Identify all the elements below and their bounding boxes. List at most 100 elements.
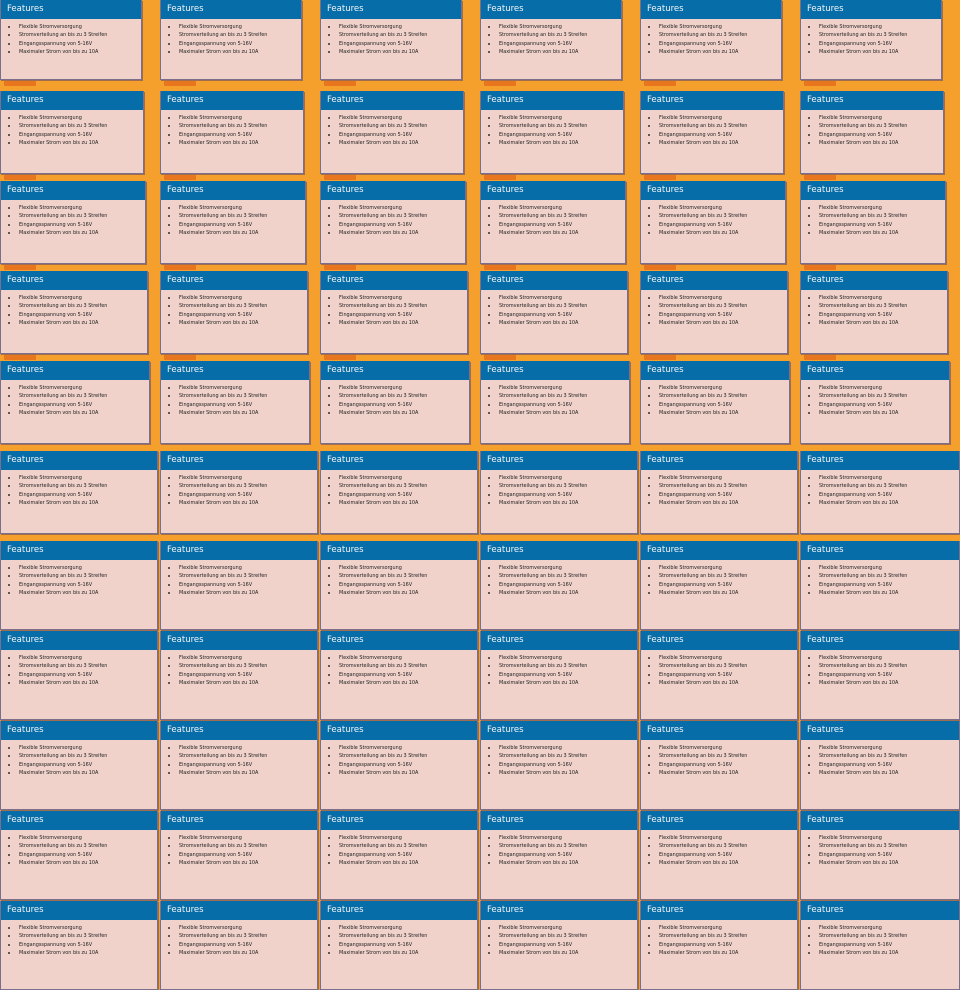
feature-list-item: Stromverteilung an bis zu 3 Streifen [328, 392, 469, 400]
panel-title: Features [481, 541, 637, 560]
feature-list-item: Eingangsspannung von 5-16V [168, 851, 317, 859]
bullet-icon [488, 223, 490, 226]
bullet-icon [648, 297, 650, 299]
feature-text: Eingangsspannung von 5-16V [179, 491, 253, 498]
feature-list: Flexible Stromversorgung Stromverteilung … [1, 380, 149, 418]
bullet-icon [648, 772, 650, 775]
feature-text: Maximaler Strom von bis zu 10A [819, 680, 899, 687]
feature-list: Flexible Stromversorgung Stromverteilung … [481, 200, 625, 238]
feature-list-item: Flexible Stromversorgung [808, 384, 949, 392]
bullet-icon [648, 943, 650, 946]
bullet-icon [8, 387, 10, 389]
bullet-icon [8, 133, 10, 136]
bullet-icon [8, 117, 10, 119]
feature-list-item: Flexible Stromversorgung [168, 23, 301, 31]
features-panel: Features Flexible Stromversorgung Stromver… [160, 0, 302, 80]
feature-text: Stromverteilung an bis zu 3 Streifen [179, 32, 268, 39]
bullet-icon [648, 763, 650, 766]
feature-list-item: Stromverteilung an bis zu 3 Streifen [168, 752, 317, 760]
bullet-icon [488, 592, 490, 595]
features-panel: Features Flexible Stromversorgung Stromver… [800, 91, 944, 174]
feature-text: Stromverteilung an bis zu 3 Streifen [659, 32, 748, 39]
bullet-icon [648, 51, 650, 54]
feature-list-item: Maximaler Strom von bis zu 10A [168, 48, 301, 56]
feature-list: Flexible Stromversorgung Stromverteilung … [1, 200, 145, 238]
feature-text: Eingangsspannung von 5-16V [179, 40, 253, 47]
feature-list-item: Stromverteilung an bis zu 3 Streifen [808, 932, 959, 940]
feature-list-item: Flexible Stromversorgung [648, 564, 797, 572]
feature-text: Stromverteilung an bis zu 3 Streifen [339, 933, 428, 940]
bullet-icon [8, 297, 10, 299]
feature-list-item: Eingangsspannung von 5-16V [648, 941, 797, 949]
feature-list: Flexible Stromversorgung Stromverteilung … [641, 380, 789, 418]
bullet-icon [488, 297, 490, 299]
feature-text: Eingangsspannung von 5-16V [659, 761, 733, 768]
feature-text: Flexible Stromversorgung [819, 835, 882, 841]
bullet-icon [8, 395, 10, 398]
bullet-icon [168, 223, 170, 226]
feature-list-item: Eingangsspannung von 5-16V [168, 401, 309, 409]
bullet-icon [648, 34, 650, 37]
feature-text: Flexible Stromversorgung [179, 24, 242, 30]
feature-list-item: Stromverteilung an bis zu 3 Streifen [808, 392, 949, 400]
feature-list-item: Eingangsspannung von 5-16V [328, 401, 469, 409]
feature-list-item: Flexible Stromversorgung [488, 924, 637, 932]
bullet-icon [648, 387, 650, 389]
feature-text: Stromverteilung an bis zu 3 Streifen [819, 483, 908, 490]
panel-title: Features [641, 811, 797, 830]
bullet-icon [488, 322, 490, 325]
bullet-icon [488, 837, 490, 839]
feature-list-item: Maximaler Strom von bis zu 10A [168, 589, 317, 597]
background-strip [644, 81, 676, 86]
background-strip [4, 265, 36, 270]
feature-text: Flexible Stromversorgung [499, 205, 562, 211]
bullet-icon [168, 673, 170, 676]
bullet-icon [808, 502, 810, 505]
feature-text: Maximaler Strom von bis zu 10A [179, 140, 259, 147]
features-panel: Features Flexible Stromversorgung Stromver… [800, 631, 960, 720]
feature-list-item: Maximaler Strom von bis zu 10A [488, 949, 637, 957]
feature-list-item: Maximaler Strom von bis zu 10A [648, 48, 781, 56]
feature-list-item: Eingangsspannung von 5-16V [488, 131, 623, 139]
bullet-icon [328, 117, 330, 119]
background-strip [644, 265, 676, 270]
feature-list: Flexible Stromversorgung Stromverteilung … [1, 110, 143, 148]
bullet-icon [648, 485, 650, 488]
bullet-icon [488, 142, 490, 145]
feature-text: Stromverteilung an bis zu 3 Streifen [339, 663, 428, 670]
feature-list-item: Flexible Stromversorgung [648, 23, 781, 31]
feature-text: Eingangsspannung von 5-16V [339, 941, 413, 948]
bullet-icon [808, 583, 810, 586]
bullet-icon [8, 232, 10, 235]
bullet-icon [8, 943, 10, 946]
features-panel: Features Flexible Stromversorgung Stromver… [640, 91, 784, 174]
feature-list-item: Maximaler Strom von bis zu 10A [808, 859, 959, 867]
feature-text: Flexible Stromversorgung [19, 475, 82, 481]
feature-list-item: Stromverteilung an bis zu 3 Streifen [8, 572, 157, 580]
bullet-icon [488, 927, 490, 929]
panel-title: Features [481, 451, 637, 470]
feature-list-item: Stromverteilung an bis zu 3 Streifen [168, 662, 317, 670]
feature-text: Stromverteilung an bis zu 3 Streifen [179, 573, 268, 580]
bullet-icon [8, 837, 10, 839]
feature-text: Maximaler Strom von bis zu 10A [339, 950, 419, 957]
feature-list-item: Maximaler Strom von bis zu 10A [488, 859, 637, 867]
feature-text: Maximaler Strom von bis zu 10A [19, 590, 99, 597]
bullet-icon [808, 207, 810, 209]
feature-list-item: Flexible Stromversorgung [808, 834, 959, 842]
panel-title: Features [321, 451, 477, 470]
bullet-icon [808, 412, 810, 415]
bullet-icon [328, 215, 330, 218]
feature-list-item: Flexible Stromversorgung [648, 834, 797, 842]
feature-list: Flexible Stromversorgung Stromverteilung … [321, 560, 477, 598]
panel-title: Features [161, 541, 317, 560]
feature-list-item: Maximaler Strom von bis zu 10A [808, 949, 959, 957]
bullet-icon [168, 567, 170, 569]
feature-text: Eingangsspannung von 5-16V [499, 581, 573, 588]
bullet-icon [8, 485, 10, 488]
feature-text: Flexible Stromversorgung [339, 745, 402, 751]
bullet-icon [8, 592, 10, 595]
feature-text: Flexible Stromversorgung [179, 565, 242, 571]
feature-list-item: Eingangsspannung von 5-16V [808, 581, 959, 589]
